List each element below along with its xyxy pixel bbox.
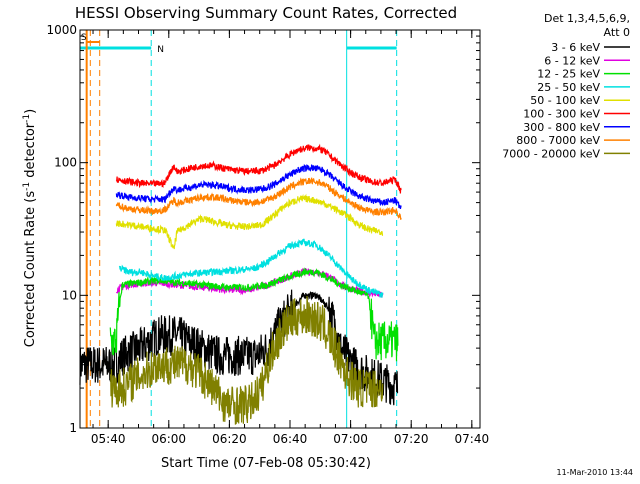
x-tick-label-2: 06:20 [212, 432, 247, 446]
series-4 [115, 193, 384, 250]
series-line-4 [115, 193, 384, 250]
chart-title: HESSI Observing Summary Count Rates, Cor… [75, 4, 457, 22]
series-line-7 [115, 177, 402, 220]
legend-entry-6: 300 - 800 keV [523, 121, 600, 134]
legend-entry-3: 25 - 50 keV [537, 81, 600, 94]
x-tick-label-3: 06:40 [273, 432, 308, 446]
y-tick-label-1: 10 [62, 288, 77, 302]
plot-frame [79, 29, 481, 429]
legend-entry-8: 7000 - 20000 keV [502, 147, 600, 160]
y-axis-label-sup1: -1 [22, 182, 32, 191]
axes: 05:40 06:00 06:20 06:40 07:00 07:20 07:40 1 10 10… [46, 23, 489, 446]
night-label: N [157, 45, 164, 55]
legend-entry-5: 100 - 300 keV [523, 108, 600, 121]
y-axis-label-main: Corrected Count Rate (s [23, 191, 38, 348]
y-tick-label-0: 1 [69, 421, 77, 435]
legend-entry-1: 6 - 12 keV [544, 54, 600, 67]
legend-entry-7: 800 - 7000 keV [516, 134, 600, 147]
series-8 [109, 295, 384, 425]
y-axis-label: Corrected Count Rate (s-1 detector-1) [22, 109, 38, 347]
series-line-3 [118, 238, 384, 298]
y-tick-label-2: 100 [54, 156, 77, 170]
series-line-6 [115, 163, 402, 210]
series-6 [115, 163, 402, 210]
plot-area: NS [79, 30, 402, 428]
legend-header-detectors: Det 1,3,4,5,6,9, [544, 12, 630, 25]
series-line-5 [115, 143, 402, 194]
y-axis-label-end: ) [23, 109, 38, 114]
y-tick-label-3: 1000 [46, 23, 77, 37]
series-line-0 [79, 289, 399, 406]
series-0 [79, 289, 399, 406]
saa-label: S [81, 33, 87, 43]
x-axis-label: Start Time (07-Feb-08 05:30:42) [161, 456, 371, 471]
series-5 [115, 143, 402, 194]
legend-entry-0: 3 - 6 keV [551, 41, 600, 54]
x-tick-label-6: 07:40 [455, 432, 490, 446]
series-3 [118, 238, 384, 298]
x-tick-label-1: 06:00 [151, 432, 186, 446]
x-tick-label-5: 07:20 [394, 432, 429, 446]
x-tick-label-0: 05:40 [91, 432, 126, 446]
legend-entry-2: 12 - 25 keV [537, 68, 600, 81]
generation-date: 11-Mar-2010 13:44 [557, 468, 634, 477]
legend-entry-4: 50 - 100 keV [530, 94, 600, 107]
series-7 [115, 177, 402, 220]
y-axis-label-sup2: -1 [22, 114, 32, 123]
series-line-8 [109, 295, 384, 425]
x-tick-label-4: 07:00 [333, 432, 368, 446]
legend-header-attenuator: Att 0 [604, 26, 630, 39]
y-axis-label-mid: detector [23, 122, 38, 182]
